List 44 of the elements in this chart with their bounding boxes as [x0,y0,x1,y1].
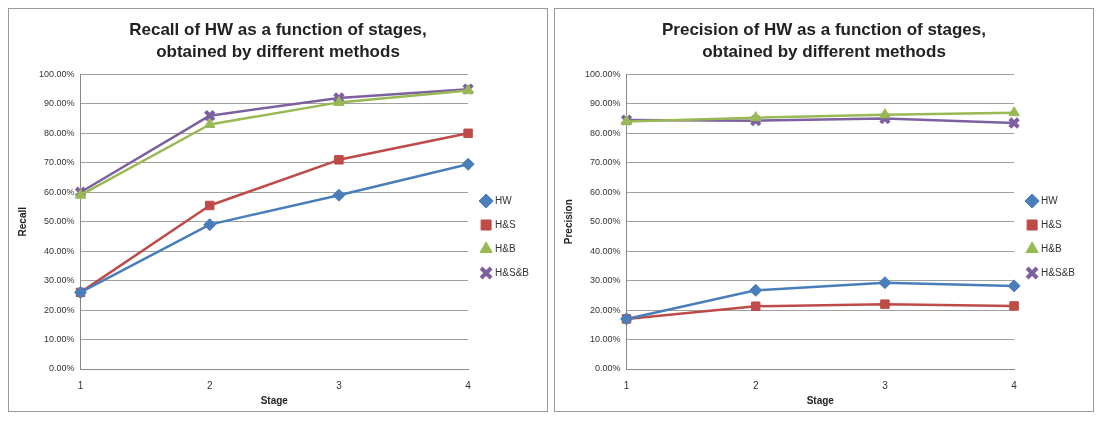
y-tick-label: 30.00% [590,275,621,286]
chart-title: Precision of HW as a function of stages, obtained by different methods [661,19,987,63]
x-axis-title: Stage [260,394,289,406]
legend-label: H&S [1041,218,1062,230]
y-tick-label: 80.00% [44,127,75,138]
y-tick-label: 100.00% [39,68,75,79]
y-tick-label: 70.00% [590,157,621,168]
y-tick-label: 10.00% [44,334,75,345]
x-tick-label: 3 [336,379,343,391]
y-tick-label: 0.00% [49,363,75,374]
y-tick-label: 0.00% [595,363,621,374]
y-tick-label: 90.00% [44,98,75,109]
y-tick-label: 50.00% [590,216,621,227]
y-tick-label: 40.00% [44,245,75,256]
x-tick-label: 2 [752,379,759,391]
legend-label: H&B [495,242,516,254]
x-tick-label: 2 [206,379,213,391]
legend-label: H&B [1041,242,1062,254]
x-axis-title: Stage [806,394,835,406]
y-axis-title: Precision [562,199,574,245]
legend-label: H&S&B [495,266,530,278]
y-tick-label: 20.00% [44,304,75,315]
y-tick-label: 60.00% [44,186,75,197]
y-tick-label: 100.00% [585,68,621,79]
legend-label: HW [1041,194,1059,206]
y-tick-label: 30.00% [44,275,75,286]
y-tick-label: 80.00% [590,127,621,138]
x-tick-label: 3 [882,379,889,391]
y-tick-label: 20.00% [590,304,621,315]
y-tick-label: 40.00% [590,245,621,256]
legend-label: H&S&B [1041,266,1076,278]
y-tick-label: 90.00% [590,98,621,109]
x-tick-label: 1 [77,379,84,391]
x-tick-label: 1 [623,379,630,391]
chart-title: Recall of HW as a function of stages, obtained by different methods [128,19,428,63]
y-axis-title: Recall [16,206,28,237]
x-tick-label: 4 [465,379,472,391]
legend-label: H&S [495,218,516,230]
y-tick-label: 60.00% [590,186,621,197]
y-tick-label: 50.00% [44,216,75,227]
y-tick-label: 70.00% [44,157,75,168]
y-tick-label: 10.00% [590,334,621,345]
legend-label: HW [495,194,513,206]
x-tick-label: 4 [1011,379,1018,391]
